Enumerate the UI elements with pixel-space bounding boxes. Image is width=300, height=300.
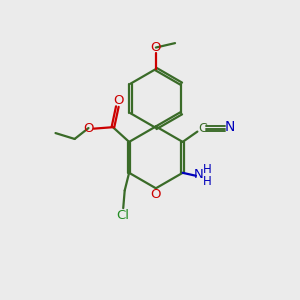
- Text: Cl: Cl: [117, 209, 130, 222]
- Text: O: O: [151, 188, 161, 201]
- Text: N: N: [225, 120, 235, 134]
- Text: O: O: [83, 122, 94, 135]
- Text: O: O: [114, 94, 124, 106]
- Text: O: O: [151, 41, 161, 54]
- Text: C: C: [198, 122, 207, 135]
- Text: N: N: [194, 168, 204, 181]
- Text: H: H: [203, 163, 212, 176]
- Text: H: H: [203, 175, 212, 188]
